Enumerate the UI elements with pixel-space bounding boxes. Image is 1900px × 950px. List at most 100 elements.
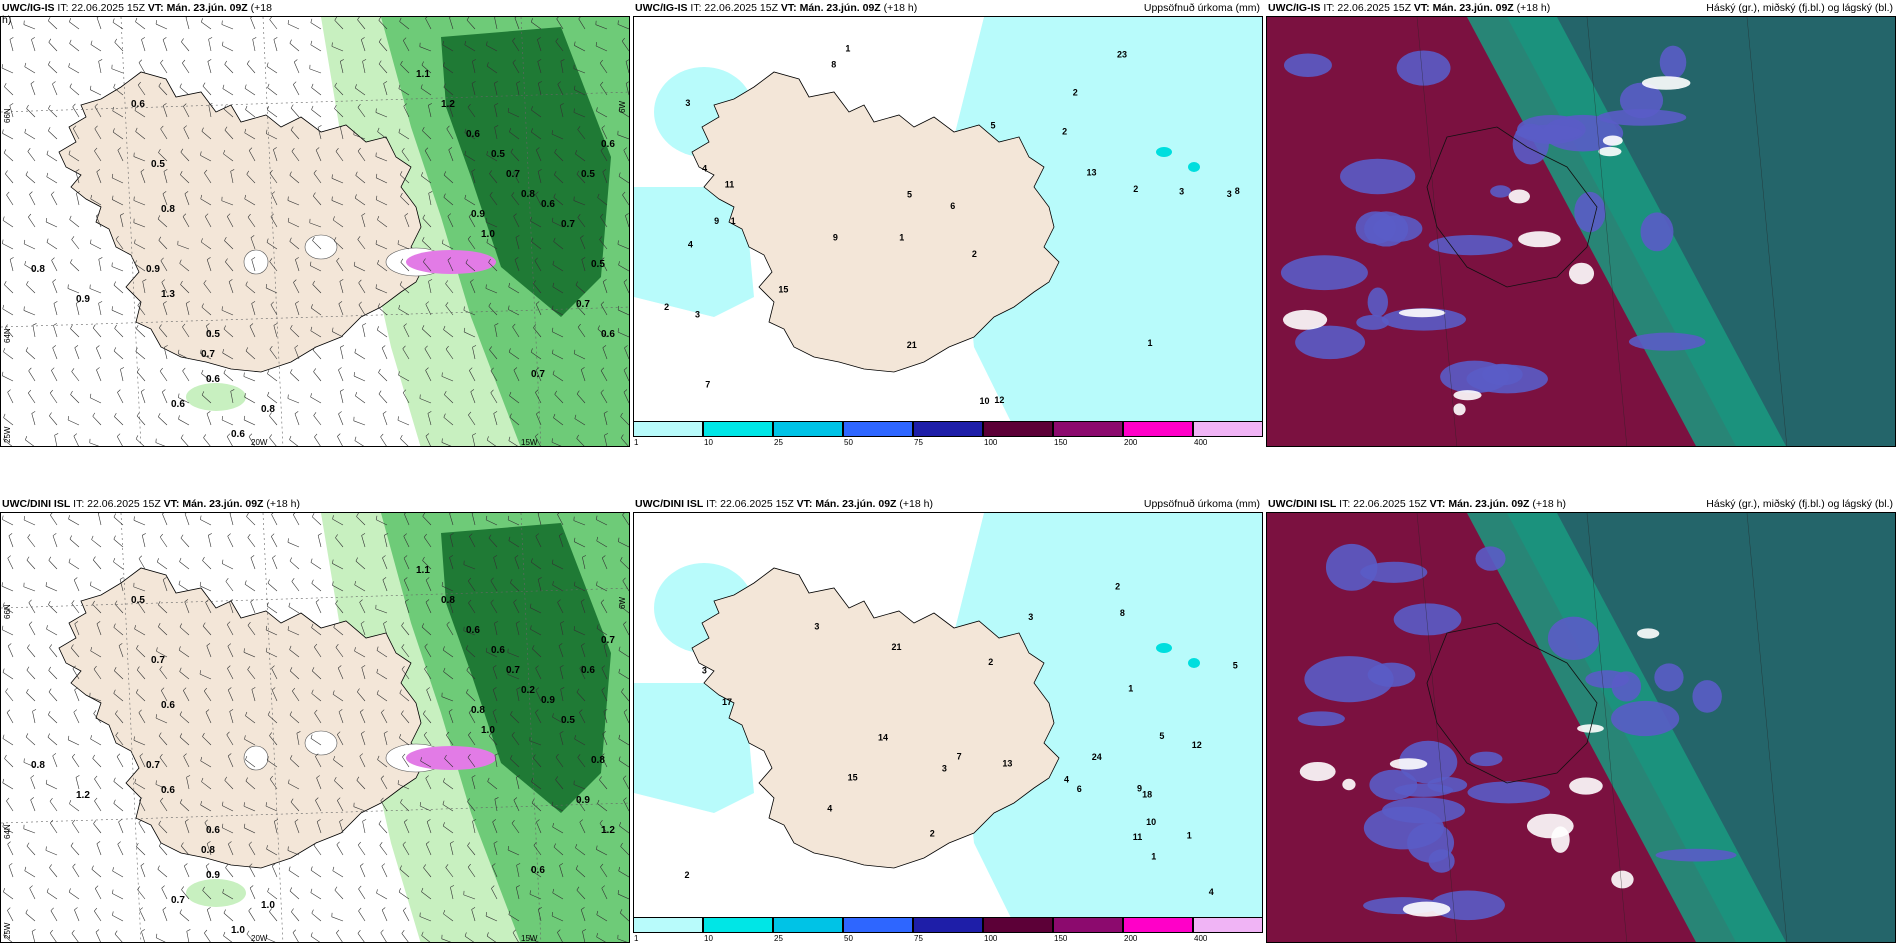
precip-map[interactable]: 1 2 3 1 2 1 3 2 4 5 6 7 8 9 10 12 21 23 13 15 11 9 8 3 2 4 5 2 1 3 xyxy=(633,16,1263,427)
wind-barb xyxy=(182,326,190,338)
wind-barb xyxy=(45,582,47,587)
wind-barb xyxy=(380,797,384,801)
wind-barb xyxy=(134,239,136,244)
wind-barb xyxy=(489,192,493,196)
wind-barb xyxy=(494,81,498,84)
precip-value-label: 0.6 xyxy=(491,645,505,656)
wind-barb xyxy=(49,797,53,802)
wind-barb xyxy=(179,799,183,804)
wind-barb xyxy=(289,887,293,892)
wind-barb xyxy=(70,647,80,658)
wind-barb xyxy=(250,17,256,30)
wind-barb xyxy=(577,323,581,328)
wind-barb xyxy=(157,561,168,570)
wind-barb xyxy=(617,537,620,542)
wind-barb xyxy=(269,415,278,426)
wind-barb xyxy=(601,888,608,900)
wind-barb xyxy=(244,84,247,89)
wind-barb xyxy=(205,865,212,878)
wind-barb xyxy=(134,782,146,790)
wind-barb xyxy=(155,717,168,724)
wind-barb xyxy=(623,367,628,371)
graticule-line xyxy=(1586,17,1628,446)
wind-barb xyxy=(378,823,388,834)
wind-barb xyxy=(336,260,344,272)
wind-barb xyxy=(157,215,161,220)
wind-barb xyxy=(468,580,476,592)
wind-barb xyxy=(577,214,581,218)
legend-label: 25 xyxy=(774,438,783,447)
wind-barb xyxy=(401,147,405,152)
wind-barb xyxy=(71,236,75,240)
precip-map[interactable]: 1 2 3 4 5 6 7 8 9 10 11 12 13 14 15 17 18 21 24 3 2 1 4 5 3 2 1 2 3 4 xyxy=(633,512,1263,923)
wind-barb xyxy=(555,38,559,42)
cloud-map[interactable] xyxy=(1266,512,1896,943)
wind-barb xyxy=(443,667,446,672)
precip-value-label: 23 xyxy=(1117,49,1127,59)
wind-barb xyxy=(423,261,432,272)
cloud-map[interactable] xyxy=(1266,16,1896,447)
precip-value-label: 0.5 xyxy=(206,329,220,340)
wind-barb xyxy=(336,257,340,262)
wind-barb xyxy=(205,213,209,217)
wind-barb xyxy=(206,643,211,647)
wind-barb xyxy=(398,371,400,376)
wind-barb xyxy=(292,929,297,933)
wind-barb xyxy=(469,367,473,371)
precip-value-label: 21 xyxy=(907,340,917,350)
wind-barb xyxy=(619,822,622,826)
wind-barb xyxy=(507,849,520,856)
wind-barb xyxy=(535,712,542,724)
wind-barb xyxy=(115,239,124,250)
wind-map[interactable]: 0.5 0.7 0.6 0.7 0.6 0.8 0.9 1.0 1.1 0.8 0.6 0.6 0.7 0… xyxy=(0,512,630,943)
wind-barb xyxy=(617,240,619,245)
wind-barb xyxy=(26,669,36,680)
wind-barb xyxy=(206,843,212,856)
iceland-outline xyxy=(1426,126,1598,288)
wind-barb xyxy=(28,370,36,382)
wind-barb xyxy=(199,670,201,675)
wind-barb xyxy=(312,236,315,241)
wind-barb xyxy=(466,692,476,702)
wind-barb xyxy=(472,435,476,446)
precip-shading xyxy=(441,27,611,317)
wind-barb xyxy=(600,213,604,218)
wind-barb xyxy=(200,756,203,761)
cloud-panel-row2: UWC/DINI ISL IT: 22.06.2025 15Z VT: Mán.… xyxy=(1266,496,1896,943)
wind-barb xyxy=(508,286,520,294)
wind-barb xyxy=(158,601,161,605)
wind-barb xyxy=(601,687,605,691)
wind-barb xyxy=(274,821,278,834)
wind-barb xyxy=(425,599,430,603)
wind-barb xyxy=(229,711,234,724)
wind-barb xyxy=(179,626,190,636)
wind-barb xyxy=(380,929,384,933)
wind-barb xyxy=(113,689,116,694)
wind-barb xyxy=(287,629,300,636)
wind-barb xyxy=(4,284,14,294)
wind-map[interactable]: 0.6 0.5 0.8 0.9 1.3 0.7 0.6 0.8 1.1 1.2 0.6 0.5 0.7 0… xyxy=(0,16,630,447)
wind-barb xyxy=(290,107,300,118)
wind-barb xyxy=(293,282,300,294)
wind-barb xyxy=(512,37,516,42)
wind-barb xyxy=(91,869,102,878)
wind-barb xyxy=(361,215,366,228)
wind-barb xyxy=(49,932,57,942)
wind-barb xyxy=(133,222,146,228)
wind-barb xyxy=(200,800,202,806)
wind-barb xyxy=(510,710,513,715)
wind-barb xyxy=(227,753,232,757)
wind-barb xyxy=(317,127,322,140)
wind-barb xyxy=(534,257,538,261)
wind-barb xyxy=(537,37,541,40)
wind-barb xyxy=(271,514,278,526)
wind-barb xyxy=(376,672,388,680)
wind-barb xyxy=(575,284,586,294)
wind-barb xyxy=(72,863,76,868)
wind-barb xyxy=(399,171,403,175)
wind-barb xyxy=(552,823,554,828)
wind-barb xyxy=(74,621,79,625)
wind-barb xyxy=(289,755,293,759)
precip-value-label: 14 xyxy=(878,732,888,742)
wind-barb xyxy=(357,19,366,30)
